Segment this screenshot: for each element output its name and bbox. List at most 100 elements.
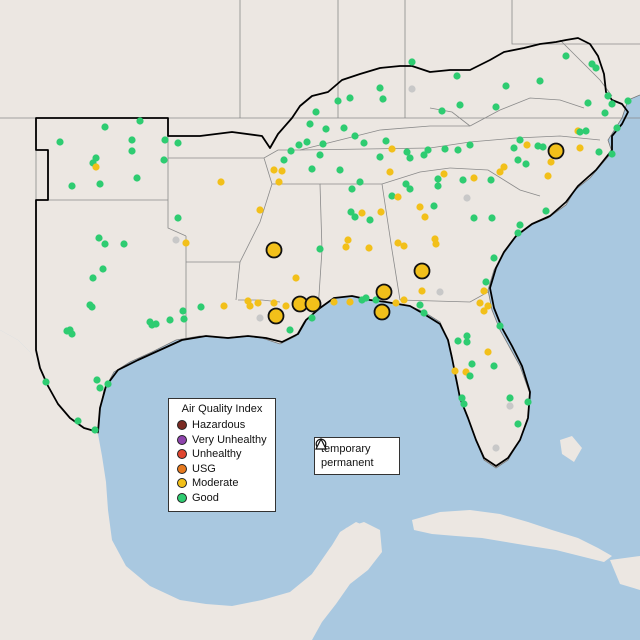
site-marker-good[interactable]: [161, 136, 169, 144]
site-marker-good[interactable]: [340, 124, 348, 132]
site-marker-moderate[interactable]: [275, 178, 283, 186]
site-marker-moderate[interactable]: [270, 166, 278, 174]
site-marker-good[interactable]: [88, 303, 96, 311]
site-marker-moderate[interactable]: [451, 367, 459, 375]
site-marker-good[interactable]: [376, 84, 384, 92]
site-marker-moderate[interactable]: [220, 302, 228, 310]
site-marker-good[interactable]: [68, 182, 76, 190]
site-marker-no-data[interactable]: [463, 194, 471, 202]
site-marker-good[interactable]: [351, 213, 359, 221]
site-marker-moderate[interactable]: [544, 172, 552, 180]
site-marker-good[interactable]: [582, 127, 590, 135]
site-marker-moderate[interactable]: [523, 141, 531, 149]
site-marker-good[interactable]: [562, 52, 570, 60]
site-marker-moderate[interactable]: [344, 236, 352, 244]
site-marker-good[interactable]: [482, 278, 490, 286]
site-marker-good[interactable]: [524, 398, 532, 406]
site-marker-good[interactable]: [403, 148, 411, 156]
site-marker-good[interactable]: [506, 394, 514, 402]
site-marker-good[interactable]: [174, 214, 182, 222]
site-marker-good[interactable]: [179, 307, 187, 315]
site-marker-good[interactable]: [303, 138, 311, 146]
site-marker-good[interactable]: [453, 72, 461, 80]
site-marker-good[interactable]: [136, 117, 144, 125]
site-marker-good[interactable]: [295, 141, 303, 149]
site-marker-moderate[interactable]: [392, 299, 400, 307]
site-marker-good[interactable]: [463, 332, 471, 340]
site-marker-good[interactable]: [488, 214, 496, 222]
site-marker-moderate[interactable]: [480, 287, 488, 295]
site-marker-good[interactable]: [613, 124, 621, 132]
site-marker-good[interactable]: [514, 229, 522, 237]
site-marker-moderate[interactable]: [217, 178, 225, 186]
site-marker-moderate[interactable]: [394, 239, 402, 247]
site-marker-moderate[interactable]: [484, 348, 492, 356]
site-marker-good[interactable]: [306, 120, 314, 128]
site-marker-moderate-temporary[interactable]: [304, 295, 322, 313]
site-marker-moderate-temporary[interactable]: [375, 283, 393, 301]
site-marker-good[interactable]: [379, 95, 387, 103]
site-marker-good[interactable]: [608, 150, 616, 158]
site-marker-good[interactable]: [406, 185, 414, 193]
site-marker-good[interactable]: [608, 100, 616, 108]
site-marker-good[interactable]: [434, 182, 442, 190]
site-marker-moderate-temporary[interactable]: [547, 142, 565, 160]
site-marker-good[interactable]: [280, 156, 288, 164]
site-marker-good[interactable]: [336, 166, 344, 174]
site-marker-good[interactable]: [516, 136, 524, 144]
site-marker-good[interactable]: [96, 384, 104, 392]
site-marker-moderate[interactable]: [342, 243, 350, 251]
site-marker-good[interactable]: [128, 147, 136, 155]
site-marker-moderate[interactable]: [500, 163, 508, 171]
site-marker-good[interactable]: [492, 103, 500, 111]
site-marker-moderate[interactable]: [394, 193, 402, 201]
site-marker-moderate[interactable]: [256, 206, 264, 214]
site-marker-good[interactable]: [133, 174, 141, 182]
site-marker-good[interactable]: [180, 315, 188, 323]
site-marker-good[interactable]: [624, 97, 632, 105]
site-marker-good[interactable]: [420, 151, 428, 159]
site-marker-good[interactable]: [463, 338, 471, 346]
site-marker-no-data[interactable]: [436, 288, 444, 296]
site-marker-good[interactable]: [539, 143, 547, 151]
site-marker-good[interactable]: [588, 60, 596, 68]
site-marker-moderate[interactable]: [292, 274, 300, 282]
site-marker-good[interactable]: [74, 417, 82, 425]
site-marker-moderate-temporary[interactable]: [373, 303, 391, 321]
site-marker-good[interactable]: [424, 146, 432, 154]
site-marker-moderate[interactable]: [480, 307, 488, 315]
site-marker-moderate-temporary[interactable]: [413, 262, 431, 280]
site-marker-good[interactable]: [502, 82, 510, 90]
site-marker-good[interactable]: [510, 144, 518, 152]
site-marker-good[interactable]: [93, 376, 101, 384]
site-marker-moderate[interactable]: [547, 158, 555, 166]
site-marker-good[interactable]: [454, 337, 462, 345]
site-marker-good[interactable]: [516, 221, 524, 229]
site-marker-moderate[interactable]: [246, 302, 254, 310]
site-marker-moderate[interactable]: [421, 213, 429, 221]
site-marker-good[interactable]: [322, 125, 330, 133]
site-marker-good[interactable]: [434, 175, 442, 183]
site-marker-moderate[interactable]: [182, 239, 190, 247]
site-marker-moderate[interactable]: [278, 167, 286, 175]
site-marker-good[interactable]: [372, 296, 380, 304]
site-marker-good[interactable]: [459, 176, 467, 184]
site-marker-good[interactable]: [376, 153, 384, 161]
site-marker-good[interactable]: [63, 327, 71, 335]
site-marker-good[interactable]: [96, 180, 104, 188]
site-marker-good[interactable]: [42, 378, 50, 386]
site-marker-good[interactable]: [360, 139, 368, 147]
site-marker-good[interactable]: [120, 240, 128, 248]
site-marker-good[interactable]: [316, 245, 324, 253]
site-marker-good[interactable]: [382, 137, 390, 145]
site-marker-good[interactable]: [89, 274, 97, 282]
site-marker-good[interactable]: [312, 108, 320, 116]
site-marker-good[interactable]: [454, 146, 462, 154]
site-marker-good[interactable]: [388, 192, 396, 200]
site-marker-moderate[interactable]: [92, 163, 100, 171]
site-marker-good[interactable]: [101, 123, 109, 131]
site-marker-good[interactable]: [490, 362, 498, 370]
site-marker-good[interactable]: [542, 207, 550, 215]
site-marker-no-data[interactable]: [408, 85, 416, 93]
